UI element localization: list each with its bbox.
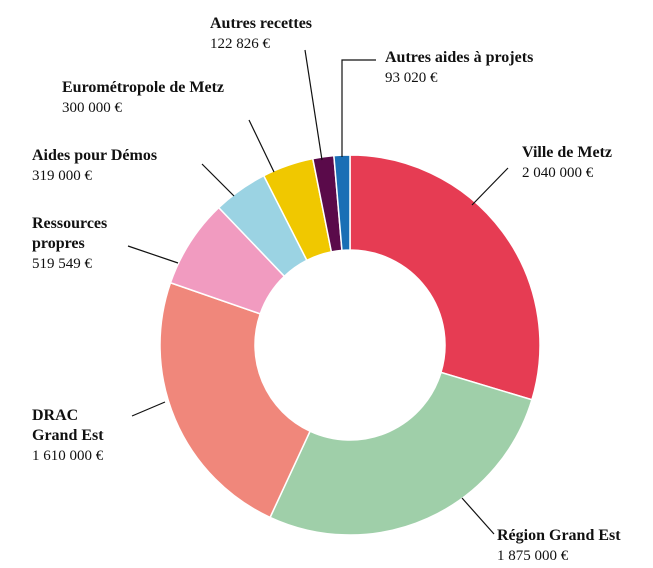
slice-label: Ressources propres 519 549 € (32, 214, 132, 274)
category-label: Autres aides à projets (385, 49, 534, 66)
leader-line (461, 497, 495, 535)
value-label: 93 020 € (385, 70, 438, 86)
category-label: Aides pour Démos (32, 147, 158, 164)
value-label: 122 826 € (210, 36, 270, 52)
slice-label: DRAC Grand Est 1 610 000 € (32, 406, 122, 466)
leader-line (471, 167, 509, 206)
slice (159, 281, 312, 519)
leader-line (248, 119, 275, 173)
category-label: Ressources propres (32, 215, 108, 252)
value-label: 2 040 000 € (522, 165, 594, 181)
category-label: Autres recettes (210, 15, 313, 32)
leader-line (201, 163, 235, 197)
slice (349, 154, 541, 401)
slice-label: Autres aides à projets 93 020 € (385, 48, 533, 88)
category-label: Région Grand Est (497, 527, 621, 544)
value-label: 319 000 € (32, 168, 92, 184)
leader-line (127, 245, 179, 264)
category-label: Ville de Metz (522, 144, 613, 161)
slice-label: Ville de Metz 2 040 000 € (522, 143, 612, 183)
slice-label: Région Grand Est 1 875 000 € (497, 526, 621, 566)
category-label: DRAC Grand Est (32, 407, 104, 444)
slice-label: Eurométropole de Metz 300 000 € (62, 78, 224, 118)
slice-label: Autres recettes 122 826 € (210, 14, 312, 54)
value-label: 1 610 000 € (32, 448, 104, 464)
slice-label: Aides pour Démos 319 000 € (32, 146, 157, 186)
slice (333, 154, 351, 252)
leader-line (304, 49, 323, 161)
leader-line (341, 59, 376, 157)
leader-line (131, 401, 166, 417)
value-label: 300 000 € (62, 100, 122, 116)
value-label: 519 549 € (32, 256, 92, 272)
value-label: 1 875 000 € (497, 548, 569, 564)
category-label: Eurométropole de Metz (62, 79, 225, 96)
slice (269, 371, 533, 536)
